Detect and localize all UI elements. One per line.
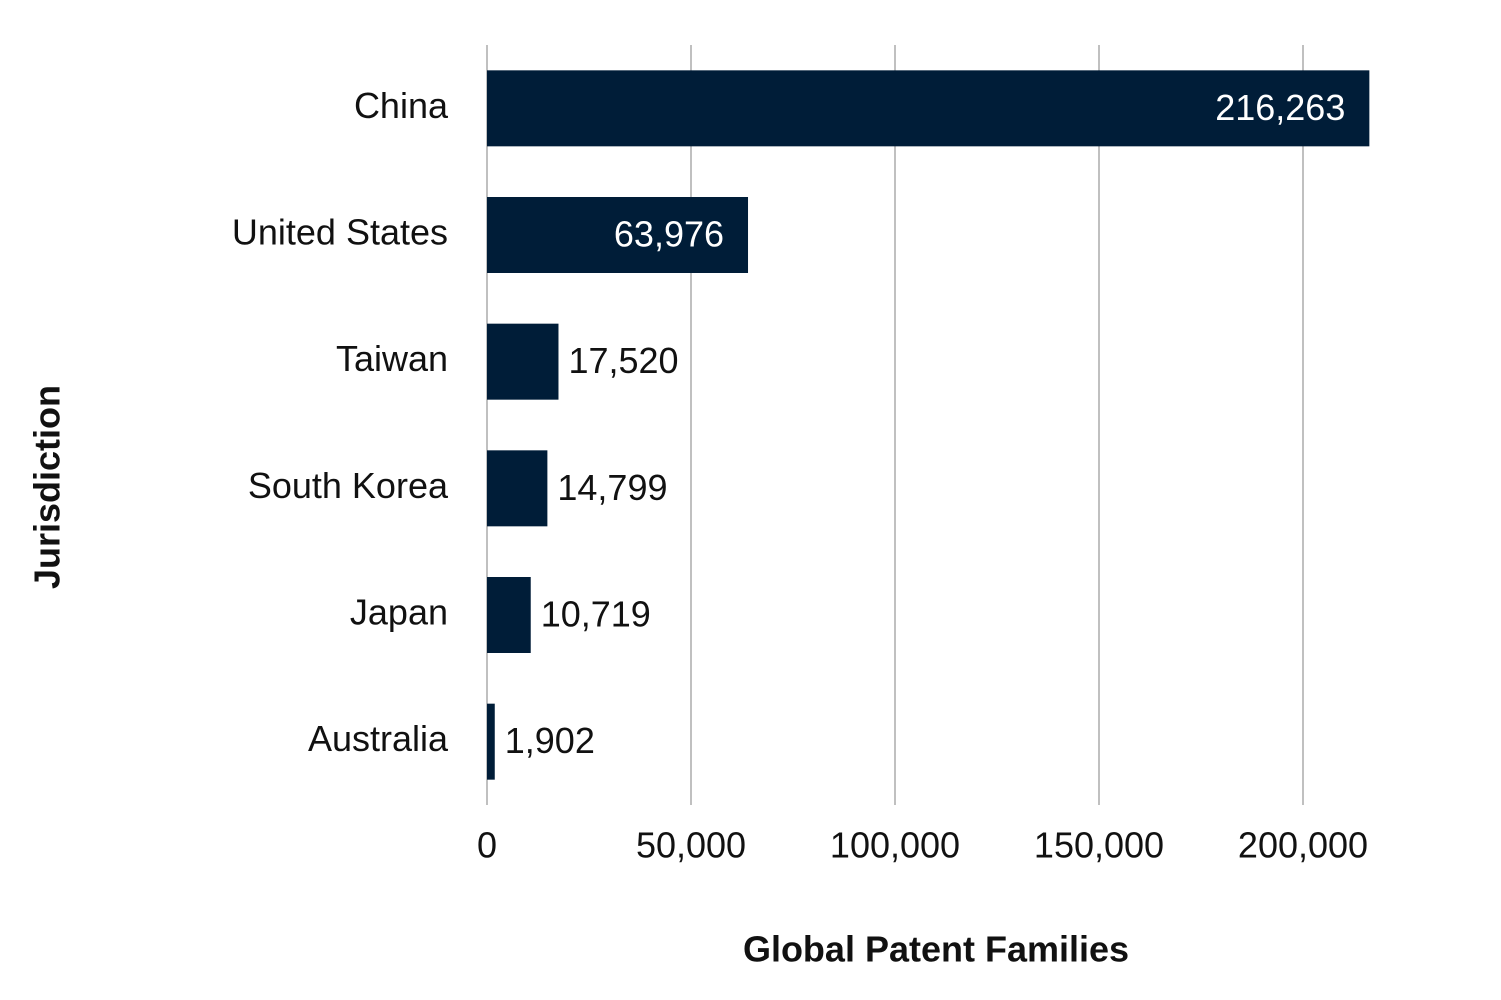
- y-tick-label: Taiwan: [336, 338, 448, 379]
- x-tick-label: 50,000: [636, 825, 746, 866]
- data-label: 14,799: [557, 467, 667, 508]
- y-tick-label: Australia: [308, 718, 449, 759]
- bar: [487, 704, 495, 780]
- bar: [487, 450, 547, 526]
- x-tick-label: 200,000: [1238, 825, 1368, 866]
- y-tick-label: South Korea: [248, 465, 449, 506]
- y-tick-label: China: [354, 85, 449, 126]
- y-tick-label: United States: [232, 212, 448, 253]
- x-tick-label: 150,000: [1034, 825, 1164, 866]
- y-tick-label: Japan: [350, 592, 448, 633]
- data-label: 17,520: [568, 340, 678, 381]
- x-tick-label: 100,000: [830, 825, 960, 866]
- y-axis-title: Jurisdiction: [27, 385, 68, 589]
- x-tick-label: 0: [477, 825, 497, 866]
- data-label: 63,976: [614, 214, 724, 255]
- data-label: 10,719: [541, 594, 651, 635]
- chart: Global Patent Families Jurisdiction 0 50,…: [0, 0, 1501, 1000]
- data-label: 1,902: [505, 720, 595, 761]
- bar: [487, 324, 558, 400]
- x-axis-title: Global Patent Families: [743, 929, 1129, 970]
- bar: [487, 577, 531, 653]
- data-label: 216,263: [1215, 87, 1345, 128]
